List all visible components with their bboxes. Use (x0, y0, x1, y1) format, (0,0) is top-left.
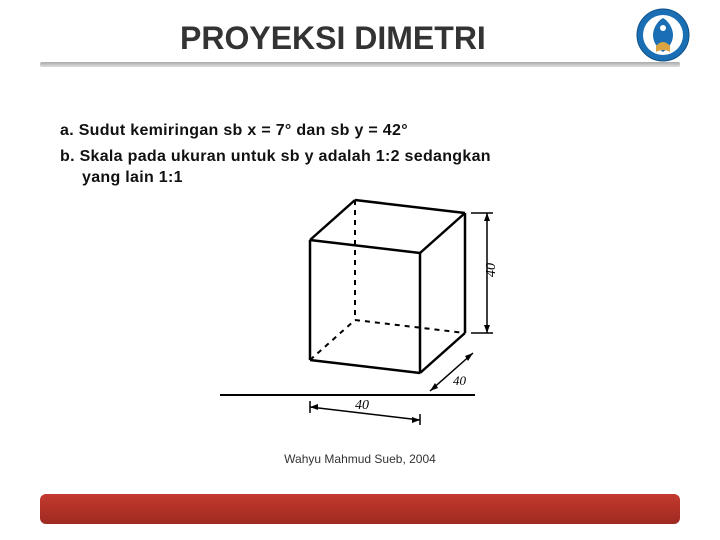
point-b: b. Skala pada ukuran untuk sb y adalah 1… (60, 146, 660, 189)
point-b-line1: b. Skala pada ukuran untuk sb y adalah 1… (60, 148, 491, 165)
dimetric-projection-diagram: 40 40 40 (215, 195, 515, 425)
logo-icon (636, 8, 690, 62)
dim-depth-label: 40 (453, 373, 467, 388)
point-a: a. Sudut kemiringan sb x = 7° dan sb y =… (60, 120, 660, 142)
dim-height-label: 40 (484, 263, 499, 277)
slide-header: PROYEKSI DIMETRI (0, 0, 720, 80)
title-underline (40, 62, 680, 67)
point-b-line2: yang lain 1:1 (60, 167, 660, 189)
dim-width-label: 40 (355, 398, 369, 413)
content-block: a. Sudut kemiringan sb x = 7° dan sb y =… (60, 120, 660, 193)
attribution-text: Wahyu Mahmud Sueb, 2004 (0, 452, 720, 466)
page-title: PROYEKSI DIMETRI (180, 20, 486, 57)
footer-bar (40, 494, 680, 524)
